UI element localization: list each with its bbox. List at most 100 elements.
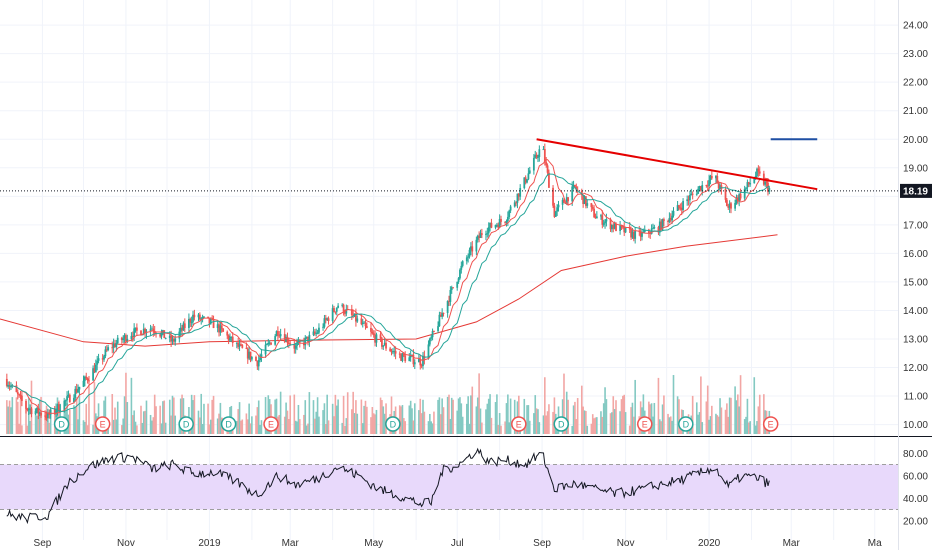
dividend-marker[interactable]: D [678,416,694,432]
price-axis-tick: 10.00 [903,420,928,431]
candle-body [193,314,196,318]
candle-body [372,333,375,336]
volume-bar [19,399,22,434]
rsi-band [0,464,898,510]
volume-bar [26,425,29,434]
candle-body [53,409,56,413]
earnings-marker[interactable]: E [762,416,779,432]
volume-bar [576,398,579,434]
candle-body [509,206,512,211]
volume-bar [593,418,595,434]
volume-bar [398,405,401,434]
candle-body [151,328,153,330]
volume-bar [642,394,645,434]
candle-body [600,215,602,217]
candle-body [710,175,713,179]
last-price-badge[interactable] [900,183,932,198]
volume-bar [701,422,704,434]
candle-body [197,314,200,318]
candle-body [757,168,760,172]
volume-bar [494,402,497,434]
dividend-marker[interactable]: D [178,416,194,432]
candle-body [657,227,660,233]
volume-bar [734,386,736,434]
volume-bar [487,398,490,434]
volume-bar [442,407,445,434]
candle-body [229,338,231,341]
candle-body [610,225,613,230]
drawings[interactable] [0,138,898,192]
volume-bar [168,399,171,434]
volume-bar [716,415,719,434]
candle-body [246,348,249,359]
candle-body [574,185,576,187]
volume-bar [730,397,732,434]
dividend-marker[interactable]: D [220,416,237,432]
marker-circle [53,416,70,432]
candle-body [408,357,411,362]
candle-body [601,215,604,225]
earnings-marker[interactable]: E [94,416,111,432]
candle-body [270,342,272,345]
volume-bar [294,420,297,434]
trendline-resistance[interactable] [536,138,818,191]
candle-body [324,318,327,320]
price-axis[interactable]: 24.00 23.00 22.00 21.00 20.00 19.00 17.00 16.00… [900,21,932,431]
volume-bar [375,409,378,434]
candle-body [382,345,385,347]
price-axis-tick: 23.00 [903,49,928,60]
price-pane[interactable] [0,0,898,436]
candle-body [506,216,509,222]
dividend-marker[interactable]: D [553,416,569,432]
dividend-marker[interactable]: D [385,416,401,432]
rsi-pane[interactable]: 80.00 60.00 40.00 20.00 [0,447,928,528]
volume-bar [197,410,200,434]
candle-body [487,227,490,234]
candle-body [126,338,129,342]
candle-body [96,360,99,365]
candle-body [460,265,463,270]
volume-bar [308,392,311,434]
moving-average-10 [6,159,770,415]
candle-body [468,249,471,257]
volume-bar [145,400,148,434]
candle-body [620,225,623,227]
candle-body [335,307,338,312]
candle-body [480,233,483,235]
candle-body [498,218,501,228]
earnings-marker[interactable]: E [263,416,279,432]
volume-bar [151,420,153,434]
volume-bar [574,401,576,434]
candle-body [489,222,491,228]
candle-body [57,404,60,412]
candle-body [360,318,363,325]
marker-label: D [58,420,65,430]
candle-body [201,316,204,319]
candle-body [401,353,404,361]
candle-body [355,313,357,322]
volume-bar [88,385,90,434]
candle-body [470,246,472,250]
candle-body [73,397,75,403]
earnings-marker[interactable]: E [511,416,527,432]
candle-body [630,229,632,238]
candle-body [385,342,387,349]
volume-bar [513,399,516,434]
volume-bar [182,398,185,434]
volume-bar [672,375,675,434]
volume-bar [25,408,27,434]
volume-bar [509,398,512,434]
volume-bar [346,392,349,434]
time-axis[interactable]: Sep Nov 2019 Mar May Jul Sep Nov 2020 Mar Ma [34,538,883,549]
candle-body [209,319,212,324]
candle-body [719,185,721,189]
earnings-marker[interactable]: E [637,416,653,432]
candle-body [64,400,67,402]
volume-bar [324,423,327,434]
candle-body [327,318,330,322]
volume-bar [259,424,261,434]
dividend-marker[interactable]: D [53,416,70,432]
event-markers[interactable]: DEDDEEDEDEDE [53,416,779,432]
volume-bar [427,421,430,434]
